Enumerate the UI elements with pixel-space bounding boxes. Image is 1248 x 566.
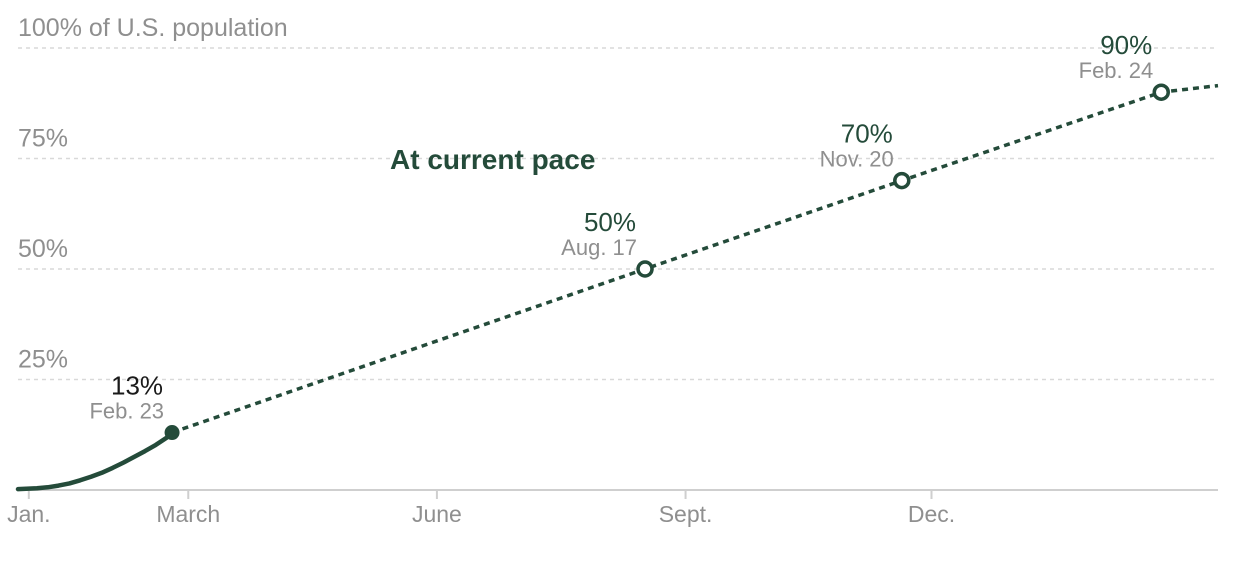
milestone-date-label: Feb. 24 bbox=[1079, 58, 1154, 83]
at-current-pace-annotation: At current pace bbox=[390, 144, 595, 175]
y-tick-label: 50% bbox=[18, 235, 68, 263]
milestone-marker bbox=[636, 260, 654, 278]
milestone-date-label: Feb. 23 bbox=[89, 399, 164, 424]
y-tick-label: 25% bbox=[18, 346, 68, 374]
milestone-date-label: Nov. 20 bbox=[820, 147, 894, 172]
milestone-marker bbox=[1152, 83, 1170, 101]
x-tick-label: Jan. bbox=[7, 501, 50, 527]
milestone-percent-label: 50% bbox=[584, 207, 636, 237]
milestone-date-label: Aug. 17 bbox=[561, 235, 637, 260]
x-tick-label: Dec. bbox=[908, 501, 955, 527]
milestone-percent-label: 70% bbox=[841, 119, 893, 149]
x-tick-label: Sept. bbox=[659, 501, 713, 527]
milestone-markers bbox=[164, 83, 1170, 441]
series-lines bbox=[15, 83, 1219, 492]
milestone-percent-label: 90% bbox=[1100, 30, 1152, 60]
y-tick-label: 75% bbox=[18, 125, 68, 153]
x-tick-label: June bbox=[412, 501, 462, 527]
gridlines bbox=[18, 47, 1218, 381]
actual-vaccination-line bbox=[15, 430, 175, 492]
x-tick-label: March bbox=[156, 501, 220, 527]
y-axis-label: 100% of U.S. population bbox=[18, 14, 288, 42]
projected-pace-line bbox=[171, 83, 1219, 435]
milestone-labels: 13%Feb. 23 50%Aug. 17 70%Nov. 20 90%Feb. 24 bbox=[89, 30, 1153, 423]
axes: 25% 50% 75% 100% of U.S. population Jan. Marc… bbox=[7, 14, 1218, 527]
milestone-marker bbox=[893, 171, 911, 190]
milestone-percent-label: 13% bbox=[111, 371, 163, 401]
milestone-marker-current bbox=[164, 425, 180, 441]
